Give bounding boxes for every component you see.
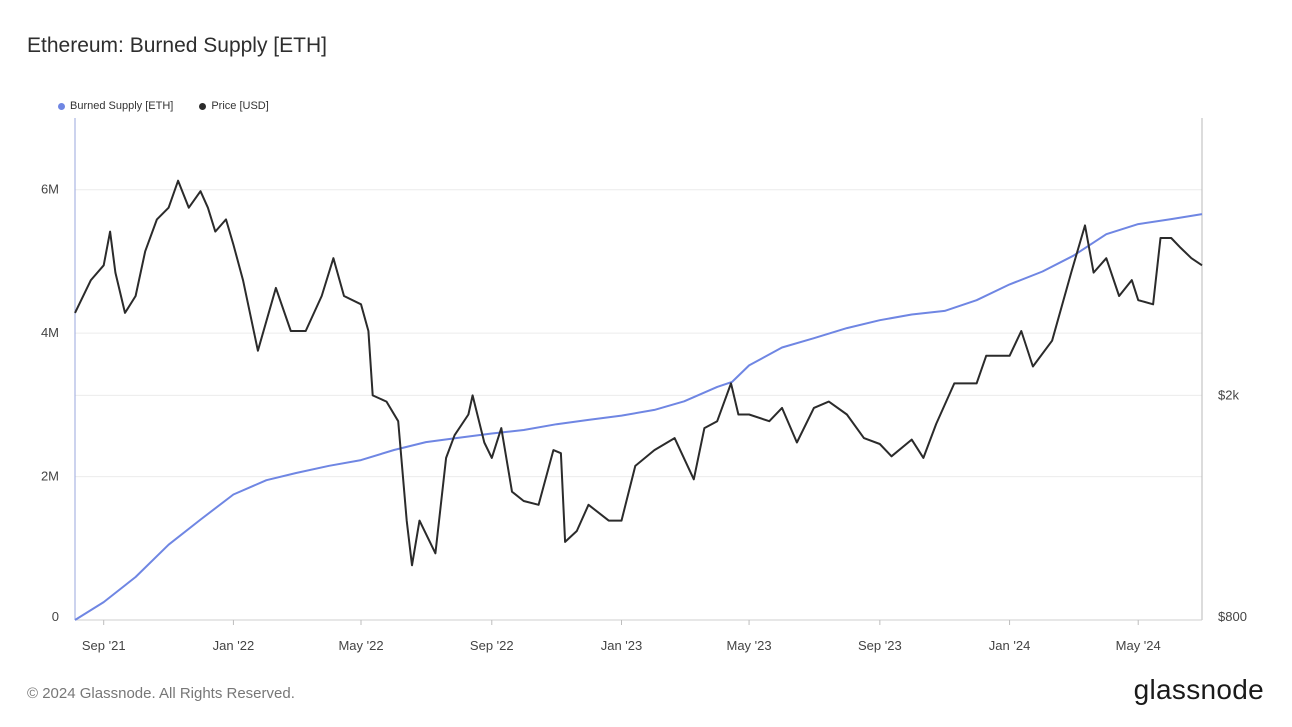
x-tick-label: May '23 bbox=[727, 638, 772, 653]
x-tick-label: May '24 bbox=[1116, 638, 1161, 653]
y-left-tick-label: 6M bbox=[41, 182, 59, 197]
copyright-footer: © 2024 Glassnode. All Rights Reserved. bbox=[27, 685, 295, 702]
x-tick-label: Sep '23 bbox=[858, 638, 902, 653]
x-tick-label: Sep '21 bbox=[82, 638, 126, 653]
legend-item-burned-supply[interactable]: Burned Supply [ETH] bbox=[58, 100, 173, 112]
series-line-burned-supply bbox=[74, 213, 1203, 621]
y-right-tick-label: $2k bbox=[1218, 387, 1239, 402]
x-tick-label: Jan '23 bbox=[601, 638, 643, 653]
y-left-tick-label: 4M bbox=[41, 325, 59, 340]
y-left-tick-label: 2M bbox=[41, 469, 59, 484]
series-line-price bbox=[74, 179, 1203, 567]
y-right-tick-label: $800 bbox=[1218, 609, 1247, 624]
chart-title: Ethereum: Burned Supply [ETH] bbox=[27, 34, 327, 57]
x-tick-label: Jan '22 bbox=[213, 638, 255, 653]
glassnode-logo: glassnode bbox=[1133, 674, 1264, 705]
legend-label-burned-supply: Burned Supply [ETH] bbox=[70, 100, 174, 112]
x-tick-label: May '22 bbox=[338, 638, 383, 653]
chart-legend: Burned Supply [ETH] Price [USD] bbox=[58, 100, 269, 112]
x-tick-label: Jan '24 bbox=[989, 638, 1031, 653]
legend-dot-price bbox=[199, 102, 207, 110]
legend-label-price: Price [USD] bbox=[211, 100, 269, 112]
y-left-tick-label: 0 bbox=[52, 609, 59, 624]
legend-dot-burned-supply bbox=[58, 102, 65, 110]
legend-item-price[interactable]: Price [USD] bbox=[199, 100, 269, 112]
x-tick-label: Sep '22 bbox=[470, 638, 514, 653]
